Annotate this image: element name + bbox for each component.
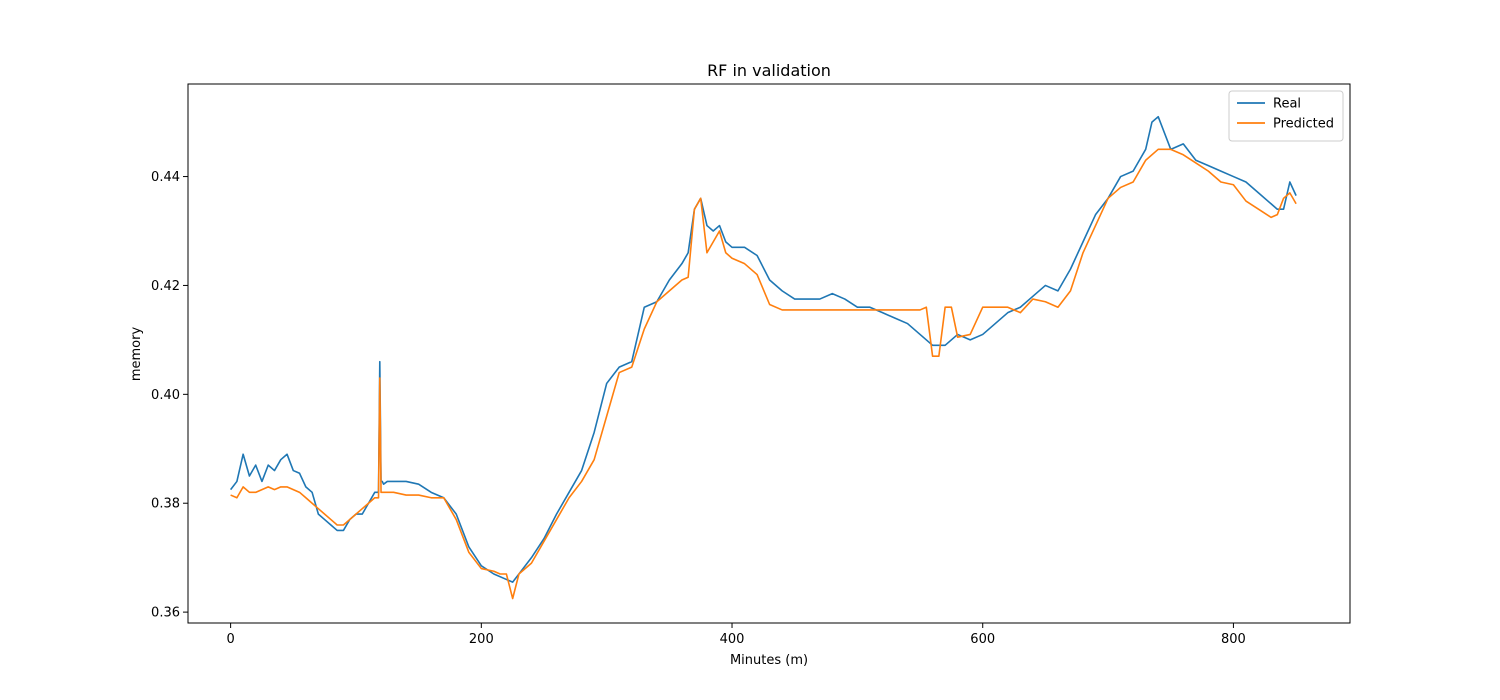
x-axis-label: Minutes (m) xyxy=(730,653,808,668)
chart-title: RF in validation xyxy=(707,61,831,80)
y-tick-label: 0.36 xyxy=(151,606,180,621)
x-tick-label: 800 xyxy=(1221,632,1246,647)
y-tick-label: 0.42 xyxy=(151,279,180,294)
legend-label: Real xyxy=(1273,97,1301,112)
legend: Real Predicted xyxy=(1228,90,1344,142)
legend-label: Predicted xyxy=(1273,117,1334,132)
x-tick-label: 0 xyxy=(226,632,234,647)
y-axis: 0.36 0.38 0.40 0.42 0.44 xyxy=(151,170,188,621)
plot-area xyxy=(187,83,1351,624)
series-layer xyxy=(229,115,1297,600)
y-tick-label: 0.40 xyxy=(151,388,180,403)
x-tick-label: 600 xyxy=(970,632,995,647)
y-tick-label: 0.38 xyxy=(151,497,180,512)
series-line-predicted xyxy=(230,148,1297,600)
y-tick-label: 0.44 xyxy=(151,170,180,185)
x-tick-label: 400 xyxy=(720,632,745,647)
x-tick-label: 200 xyxy=(469,632,494,647)
y-axis-label: memory xyxy=(129,327,144,382)
x-axis: 0 200 400 600 800 xyxy=(226,623,1246,647)
series-line-real xyxy=(229,115,1297,583)
